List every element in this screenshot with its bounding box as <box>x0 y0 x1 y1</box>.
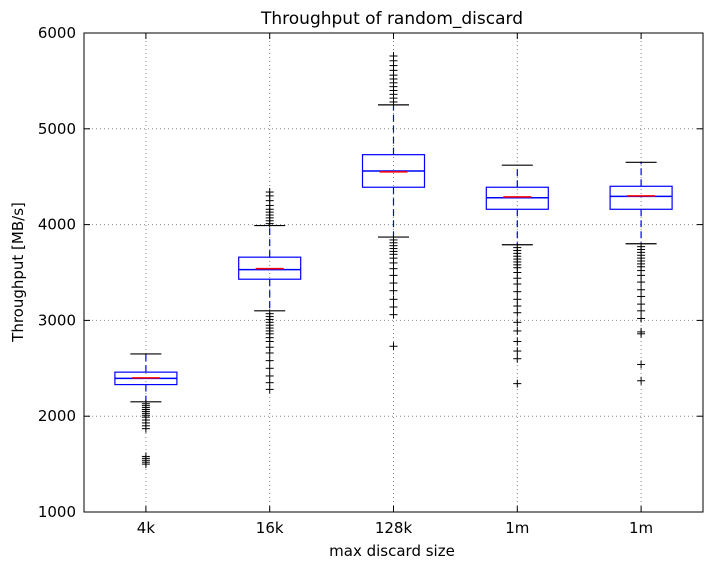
outlier-marker <box>265 188 274 197</box>
outlier-marker <box>637 278 646 287</box>
outlier-marker <box>389 271 398 280</box>
y-tick-label: 5000 <box>38 120 76 138</box>
x-tick-label: 1m <box>629 519 653 537</box>
outlier-marker <box>389 295 398 304</box>
outlier-marker <box>389 279 398 288</box>
outlier-marker <box>637 292 646 301</box>
outlier-marker <box>389 51 398 60</box>
box-3 <box>361 51 426 351</box>
outlier-marker <box>389 264 398 273</box>
y-tick-label: 4000 <box>38 216 76 234</box>
chart-title: Throughput of random_discard <box>260 9 523 29</box>
outlier-marker <box>513 295 522 304</box>
y-tick-label: 1000 <box>38 503 76 521</box>
outlier-marker <box>141 424 150 433</box>
y-tick-label: 6000 <box>38 24 76 42</box>
outlier-marker <box>513 318 522 327</box>
outlier-marker <box>637 329 646 338</box>
outlier-marker <box>513 308 522 317</box>
outlier-marker <box>265 356 274 365</box>
outlier-marker <box>265 385 274 394</box>
box-1 <box>114 353 178 469</box>
outlier-marker <box>141 460 150 469</box>
x-tick-label: 1m <box>505 519 529 537</box>
x-tick-label: 4k <box>137 519 156 537</box>
outlier-marker <box>637 300 646 309</box>
outlier-marker <box>637 306 646 315</box>
x-axis-label: max discard size <box>329 542 455 560</box>
box-4 <box>485 164 549 388</box>
iqr-box <box>238 256 302 280</box>
box-2 <box>238 188 302 394</box>
outlier-marker <box>513 337 522 346</box>
outlier-marker <box>513 379 522 388</box>
outlier-marker <box>265 364 274 373</box>
plot-area <box>114 51 673 469</box>
outlier-marker <box>513 279 522 288</box>
outlier-marker <box>513 347 522 356</box>
axis-ticks: 1000 2000 3000 4000 5000 6000 4k 16k 128k 1m 1m <box>38 24 703 537</box>
outlier-marker <box>389 286 398 295</box>
y-tick-label: 2000 <box>38 407 76 425</box>
outlier-marker <box>389 302 398 311</box>
y-axis-label: Throughput [MB/s] <box>9 202 27 343</box>
iqr-box <box>609 185 673 210</box>
x-tick-label: 128k <box>375 519 413 537</box>
box-5 <box>609 161 673 385</box>
outlier-marker <box>265 371 274 380</box>
outlier-marker <box>637 376 646 385</box>
outlier-marker <box>389 342 398 351</box>
x-tick-label: 16k <box>256 519 284 537</box>
outlier-marker <box>513 354 522 363</box>
outlier-marker <box>513 287 522 296</box>
outlier-marker <box>265 378 274 387</box>
y-tick-label: 3000 <box>38 311 76 329</box>
outlier-marker <box>389 310 398 319</box>
outlier-marker <box>637 285 646 294</box>
outlier-marker <box>637 314 646 323</box>
outlier-marker <box>637 360 646 369</box>
outlier-marker <box>513 302 522 311</box>
outlier-marker <box>265 348 274 357</box>
outlier-marker <box>513 326 522 335</box>
outlier-marker <box>637 271 646 280</box>
